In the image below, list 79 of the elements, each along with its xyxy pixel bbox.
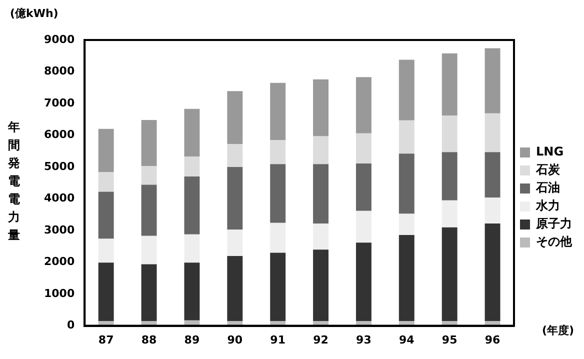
bar (98, 172, 114, 192)
x-tick-label: 95 (442, 333, 458, 346)
y-tick-label: 0 (66, 318, 75, 332)
bar (313, 250, 329, 322)
bar (184, 262, 200, 320)
bar (484, 224, 500, 322)
bar (484, 113, 500, 152)
legend-label: LNG (536, 144, 564, 159)
bar (227, 144, 243, 168)
x-tick-label: 91 (270, 333, 286, 346)
bar (98, 192, 114, 239)
bar (227, 167, 243, 230)
bar (227, 230, 243, 256)
bar (270, 164, 286, 223)
legend-label: その他 (536, 234, 573, 249)
bar (270, 140, 286, 164)
x-tick-label: 93 (356, 333, 372, 346)
bar (356, 210, 372, 243)
bar (141, 120, 157, 166)
y-tick-label: 4000 (44, 192, 75, 205)
bar (270, 82, 286, 140)
bar (227, 256, 243, 322)
bar (398, 60, 414, 120)
bar (227, 91, 243, 144)
bar (442, 116, 458, 152)
x-tick-label: 89 (184, 333, 200, 346)
bar (270, 252, 286, 322)
bar (484, 48, 500, 114)
bar (313, 136, 329, 164)
bar (141, 236, 157, 264)
bar (442, 152, 458, 200)
y-tick-label: 8000 (44, 64, 75, 78)
bar (356, 164, 372, 211)
bar (484, 198, 500, 224)
bar (184, 108, 200, 157)
bar (442, 200, 458, 228)
legend-label: 石炭 (535, 162, 561, 177)
bar (270, 222, 286, 253)
y-tick-label: 9000 (44, 32, 75, 46)
bar (398, 154, 414, 214)
x-tick-label: 92 (313, 333, 328, 346)
bar (398, 120, 414, 154)
bar (442, 53, 458, 116)
bar (356, 77, 372, 134)
bar (442, 227, 458, 322)
y-axis-title: 年間発電電力量 (8, 119, 21, 244)
legend-label: 水力 (535, 198, 560, 213)
y-tick-label: 3000 (44, 223, 75, 236)
bar (356, 242, 372, 322)
bar (184, 234, 200, 263)
y-tick-label: 7000 (44, 96, 75, 110)
legend-label: 石油 (535, 180, 560, 195)
bar (184, 176, 200, 234)
y-tick-label: 6000 (44, 128, 75, 142)
bar (398, 214, 414, 235)
bar (313, 79, 329, 136)
x-tick-label: 87 (98, 333, 114, 346)
bar (484, 152, 500, 198)
y-tick-label: 1000 (44, 286, 75, 300)
bar (141, 166, 157, 185)
legend-label: 原子力 (535, 216, 572, 231)
bar (356, 133, 372, 164)
bar (184, 156, 200, 177)
bar (98, 128, 114, 172)
y-tick-label: 5000 (44, 160, 75, 173)
bar (98, 262, 114, 322)
bar (398, 234, 414, 322)
x-axis-title: (年度) (542, 323, 574, 338)
bar (313, 224, 329, 250)
x-tick-label: 88 (141, 333, 157, 346)
bar (141, 184, 157, 236)
x-tick-label: 94 (399, 333, 415, 346)
y-tick-label: 2000 (44, 255, 75, 268)
x-tick-label: 90 (227, 333, 243, 346)
bar (141, 264, 157, 322)
text: (億kWh) (10, 6, 58, 21)
bar (313, 164, 329, 224)
x-tick-label: 96 (484, 333, 501, 346)
bar (98, 238, 114, 263)
